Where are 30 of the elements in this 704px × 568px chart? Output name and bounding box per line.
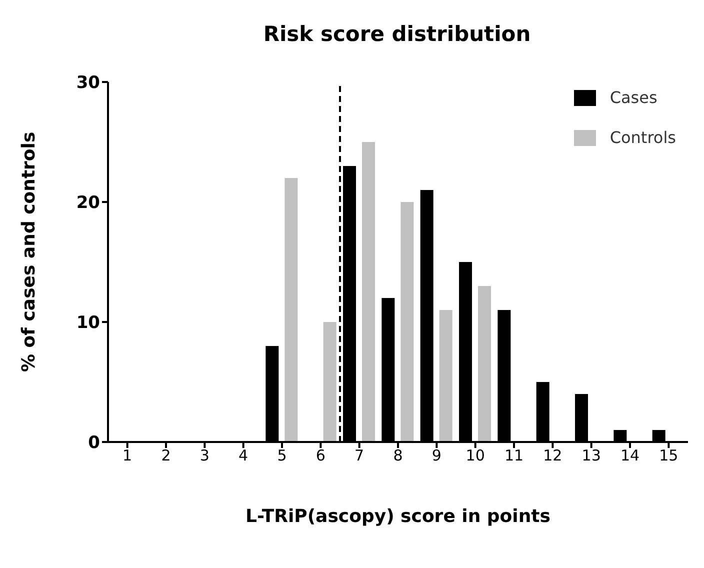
- bar: [323, 322, 336, 442]
- chart-title: Risk score distribution: [262, 21, 532, 48]
- y-tick-label: 30: [76, 73, 100, 94]
- x-tick-label: 12: [543, 446, 562, 465]
- y-tick-label: 0: [88, 433, 100, 454]
- x-tick-label: 15: [659, 446, 678, 465]
- bar: [478, 286, 491, 442]
- x-tick-label: 3: [200, 446, 210, 465]
- legend-label: Cases: [610, 87, 658, 109]
- y-axis-title: % of cases and controls: [18, 132, 40, 372]
- x-tick-label: 10: [466, 446, 485, 465]
- y-tick-label: 10: [76, 313, 100, 334]
- x-axis-title: L-TRiP(ascopy) score in points: [246, 506, 550, 527]
- bar: [284, 178, 298, 442]
- x-tick-label: 9: [432, 446, 442, 465]
- y-tick-label: 20: [76, 193, 100, 214]
- x-tick-label: 6: [316, 446, 326, 465]
- x-tick-label: 7: [354, 446, 364, 465]
- x-tick-label: 5: [277, 446, 287, 465]
- bar: [362, 142, 375, 442]
- x-tick-label: 2: [161, 446, 171, 465]
- x-tick-label: 11: [504, 446, 524, 465]
- x-tick-label: 14: [620, 446, 640, 465]
- x-tick-label: 13: [582, 446, 601, 465]
- bar: [439, 310, 452, 442]
- x-tick-label: 4: [238, 446, 248, 465]
- x-tick-label: 1: [122, 446, 132, 465]
- x-tick-label: 8: [393, 446, 403, 465]
- bar: [400, 202, 414, 442]
- legend-label: Controls: [610, 127, 676, 149]
